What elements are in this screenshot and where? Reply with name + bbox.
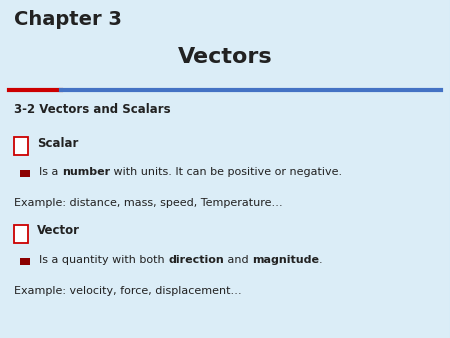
Bar bbox=[14, 137, 28, 155]
Bar bbox=[20, 258, 30, 265]
Text: and: and bbox=[224, 255, 252, 265]
Text: number: number bbox=[62, 167, 110, 177]
Text: with units. It can be positive or negative.: with units. It can be positive or negati… bbox=[110, 167, 342, 177]
Text: 3-2 Vectors and Scalars: 3-2 Vectors and Scalars bbox=[14, 103, 170, 116]
Text: .: . bbox=[319, 255, 323, 265]
Text: direction: direction bbox=[168, 255, 224, 265]
Bar bbox=[20, 170, 30, 177]
Text: Vector: Vector bbox=[37, 224, 80, 237]
Text: magnitude: magnitude bbox=[252, 255, 319, 265]
Text: Example: velocity, force, displacement…: Example: velocity, force, displacement… bbox=[14, 286, 241, 296]
Text: Vectors: Vectors bbox=[178, 47, 272, 67]
Text: Chapter 3: Chapter 3 bbox=[14, 10, 122, 29]
Text: Is a: Is a bbox=[39, 167, 62, 177]
Bar bbox=[14, 225, 28, 243]
Text: Scalar: Scalar bbox=[37, 137, 78, 149]
Text: Is a quantity with both: Is a quantity with both bbox=[39, 255, 168, 265]
Text: Example: distance, mass, speed, Temperature…: Example: distance, mass, speed, Temperat… bbox=[14, 198, 282, 208]
